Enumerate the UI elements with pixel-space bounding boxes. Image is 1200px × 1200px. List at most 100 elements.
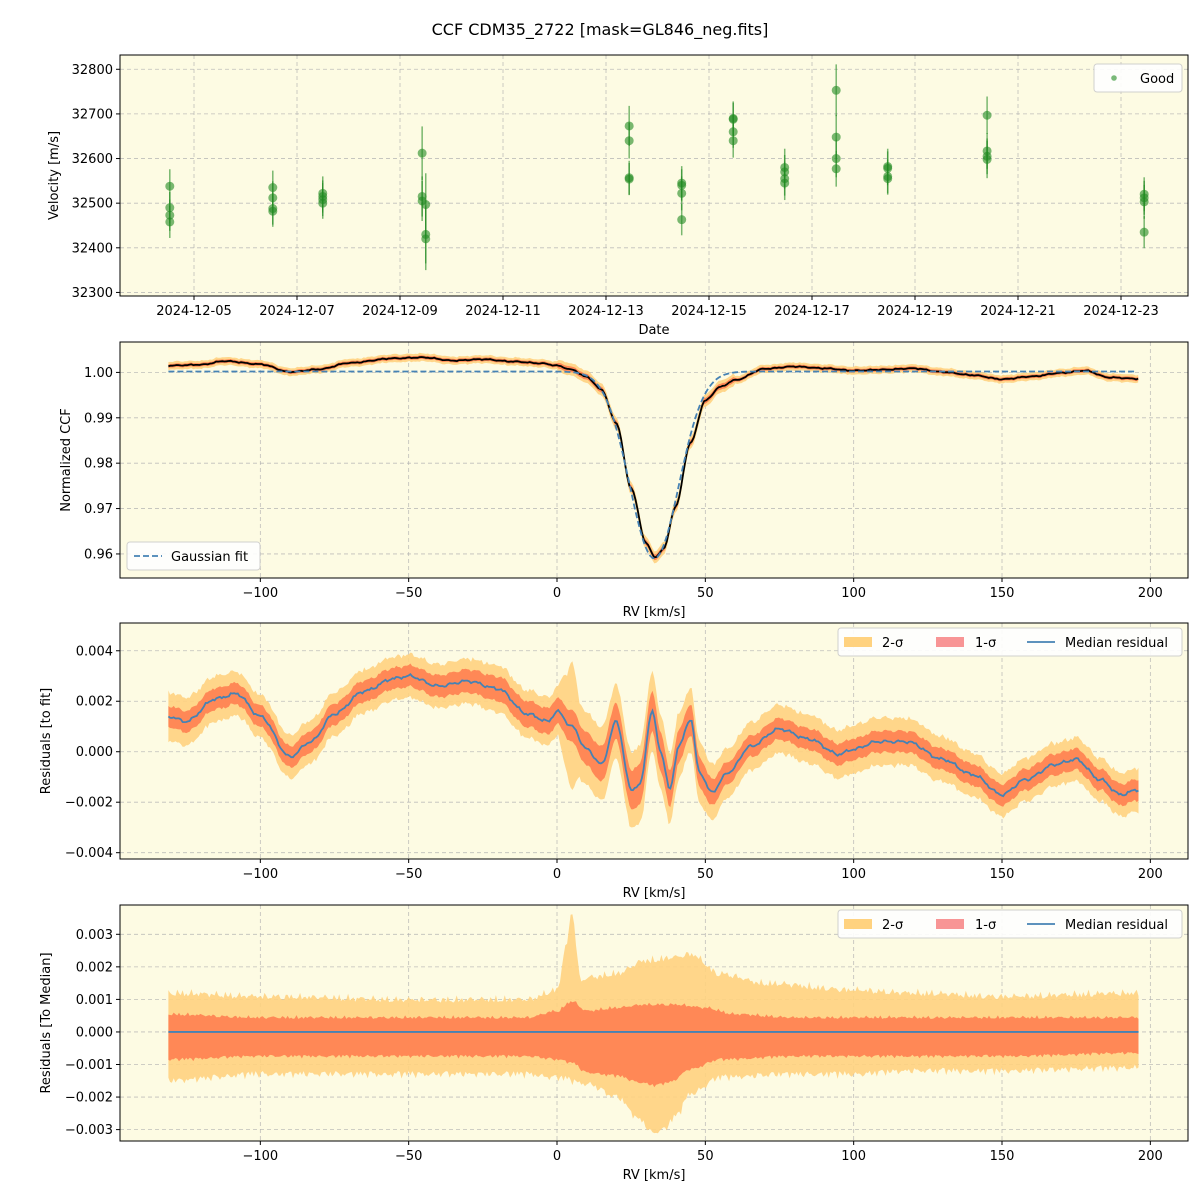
panel-4-xlabel: RV [km/s] [623, 1168, 686, 1183]
panel-2-ytick-label: 0.99 [84, 411, 113, 426]
panel-1-xtick-label: 2024-12-05 [156, 304, 232, 319]
panel-2-legend-label: Gaussian fit [171, 550, 248, 565]
rv-point [831, 164, 841, 174]
panel-4-legend-2sigma-swatch [844, 919, 872, 929]
panel-1-xtick-label: 2024-12-11 [465, 304, 541, 319]
panel-1-legend-label: Good [1140, 72, 1174, 87]
panel-4-ytick-label: −0.001 [65, 1058, 113, 1073]
panel-3-legend-box [837, 627, 1183, 657]
panel-1-xtick-label: 2024-12-23 [1083, 304, 1159, 319]
rv-point [318, 198, 328, 208]
panel-1-xtick-label: 2024-12-19 [877, 304, 953, 319]
panel-3-ytick-label: 0.000 [76, 745, 113, 760]
rv-point [677, 215, 687, 225]
panel-3-ylabel: Residuals [to fit] [39, 688, 54, 794]
panel-4-xtick-label: 0 [553, 1149, 561, 1164]
panel-4-legend-1sigma-swatch [936, 919, 964, 929]
panel-1-xtick-label: 2024-12-15 [671, 304, 747, 319]
panel-3-legend-2sigma-swatch [844, 637, 872, 647]
rv-point [417, 148, 427, 158]
panel-4-xtick-label: −100 [242, 1149, 278, 1164]
panel-2-xtick-label: 50 [697, 586, 714, 601]
panel-1-legend-marker [1111, 75, 1117, 81]
panel-1-legend-box [1093, 63, 1183, 93]
rv-point [677, 188, 687, 198]
panel-2-ylabel: Normalized CCF [59, 408, 74, 512]
residual-median-1sigma-band [168, 1001, 1139, 1088]
figure-title: CCF CDM35_2722 [mask=GL846_neg.fits] [431, 20, 769, 39]
panel-4-xtick-label: 200 [1138, 1149, 1163, 1164]
panel-1-xtick-label: 2024-12-13 [568, 304, 644, 319]
panel-2-frame [119, 341, 1189, 579]
panel-1-xtick-label: 2024-12-21 [980, 304, 1056, 319]
rv-point [624, 136, 634, 146]
panel-3-xtick-label: 0 [553, 867, 561, 882]
panel-3-ytick-label: 0.002 [76, 695, 113, 710]
panel-4-xtick-label: 100 [841, 1149, 866, 1164]
panel-2-xlabel: RV [km/s] [623, 605, 686, 620]
rv-point [624, 174, 634, 184]
rv-point [982, 110, 992, 120]
panel-2-legend-box [126, 541, 261, 571]
rv-point [883, 174, 893, 184]
rv-point [982, 154, 992, 164]
panel-3-xtick-label: 150 [990, 867, 1015, 882]
panel-3-xlabel: RV [km/s] [623, 886, 686, 901]
panel-4-ytick-label: −0.002 [65, 1091, 113, 1106]
panel-3-xtick-label: 50 [697, 867, 714, 882]
panel-3-frame [119, 622, 1189, 860]
panel-1-frame [119, 54, 1189, 297]
panel-4-ytick-label: −0.003 [65, 1123, 113, 1138]
panel-3-legend-2sigma-label: 2-σ [882, 636, 903, 651]
rv-point [728, 136, 738, 146]
panel-4-xtick-label: 50 [697, 1149, 714, 1164]
panel-4-ytick-label: 0.002 [76, 960, 113, 975]
panel-1-xlabel: Date [638, 323, 669, 338]
panel-2-ytick-label: 1.00 [84, 366, 113, 381]
panel-3-xtick-label: −100 [242, 867, 278, 882]
rv-point [1139, 227, 1149, 237]
rv-point [831, 85, 841, 95]
panel-4-frame [119, 904, 1189, 1142]
rv-point [165, 181, 175, 191]
panel-3-ytick-label: −0.002 [65, 796, 113, 811]
panel-3-ytick-label: −0.004 [65, 846, 113, 861]
panel-3-xtick-label: 100 [841, 867, 866, 882]
panel-4-xtick-label: −50 [395, 1149, 422, 1164]
rv-point [421, 234, 431, 244]
panel-2-xtick-label: 200 [1138, 586, 1163, 601]
panel-1-ytick-label: 32400 [72, 241, 113, 256]
panel-4-legend-2sigma-label: 2-σ [882, 918, 903, 933]
panel-4-ytick-label: 0.001 [76, 993, 113, 1008]
panel-2-ytick-label: 0.96 [84, 547, 113, 562]
panel-1-xtick-label: 2024-12-07 [259, 304, 335, 319]
panel-4-ytick-label: 0.000 [76, 1025, 113, 1040]
panel-1-ylabel: Velocity [m/s] [47, 131, 62, 220]
ccf-2sigma-band [168, 352, 1139, 564]
panel-2-ytick-label: 0.97 [84, 502, 113, 517]
panel-1-xtick-label: 2024-12-09 [362, 304, 438, 319]
rv-point [780, 178, 790, 188]
panel-4-ylabel: Residuals [To Median] [39, 952, 54, 1093]
panel-1-ytick-label: 32600 [72, 152, 113, 167]
panel-3-legend-median-label: Median residual [1065, 636, 1168, 651]
panel-3-ytick-label: 0.004 [76, 644, 113, 659]
panel-2-xtick-label: 0 [553, 586, 561, 601]
rv-point [268, 206, 278, 216]
panel-1-ytick-label: 32700 [72, 107, 113, 122]
panel-4-legend-median-label: Median residual [1065, 918, 1168, 933]
median-residual-line [167, 672, 1139, 798]
panel-1-background [120, 55, 1188, 296]
panel-2-xtick-label: 150 [990, 586, 1015, 601]
panel-2-ytick-label: 0.98 [84, 457, 113, 472]
panel-4-legend-1sigma-label: 1-σ [975, 918, 996, 933]
panel-4-ytick-label: 0.003 [76, 928, 113, 943]
panel-4-legend-box [837, 909, 1183, 939]
panel-3-xtick-label: 200 [1138, 867, 1163, 882]
panel-3-legend-1sigma-label: 1-σ [975, 636, 996, 651]
panel-4-xtick-label: 150 [990, 1149, 1015, 1164]
panel-3-xtick-label: −50 [395, 867, 422, 882]
gaussian-fit-line [168, 370, 1137, 560]
